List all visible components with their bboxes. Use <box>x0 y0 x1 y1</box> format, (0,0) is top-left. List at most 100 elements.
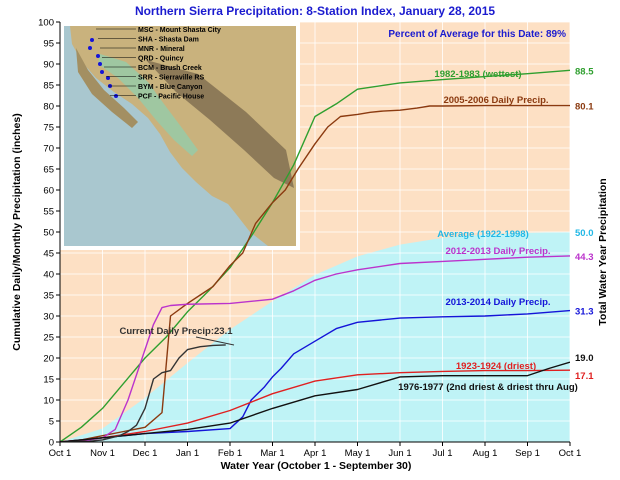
y-tick-label: 55 <box>43 207 54 218</box>
map-legend-entry: SRR - Sierraville RS <box>138 75 204 82</box>
x-tick-label: Aug 1 <box>473 448 498 459</box>
x-tick-label: Mar 1 <box>260 448 284 459</box>
map-station-marker <box>90 38 94 42</box>
station-name: Pacific House <box>158 94 204 101</box>
station-separator: - <box>152 94 158 101</box>
map-legend-entry: BCM - Brush Creek <box>138 65 202 72</box>
y-tick-label: 5 <box>49 417 54 428</box>
map-station-marker <box>106 76 110 80</box>
station-separator: - <box>153 75 159 82</box>
right-axis-label: Total Water Year Precipitation <box>597 178 609 325</box>
station-code: QRD <box>138 56 154 63</box>
y-tick-label: 20 <box>43 354 54 365</box>
station-code: PCF <box>138 94 153 101</box>
map-legend: MSC - Mount Shasta City SHA - Shasta Dam M… <box>96 27 221 101</box>
map-legend-entry: QRD - Quincy <box>138 56 184 63</box>
y-tick-label: 60 <box>43 186 54 197</box>
station-name: Blue Canyon <box>160 84 203 91</box>
series-label: 1982-1983 (wettest) <box>434 69 521 80</box>
station-name: Shasta Dam <box>159 37 199 44</box>
station-name: Brush Creek <box>160 65 202 72</box>
y-axis-label: Cumulative Daily/Monthly Precipitation (… <box>11 113 23 350</box>
station-name: Sierraville RS <box>159 75 204 82</box>
y-tick-label: 85 <box>43 81 54 92</box>
station-separator: - <box>154 84 160 91</box>
y-tick-label: 95 <box>43 39 54 50</box>
chart-title: Northern Sierra Precipitation: 8-Station… <box>135 4 495 18</box>
map-legend-entry: MNR - Mineral <box>138 46 185 53</box>
map-station-marker <box>114 94 118 98</box>
series-label: Current Daily Precip:23.1 <box>120 326 234 337</box>
sierra-highlands <box>146 60 294 188</box>
series-total-value: 19.0 <box>575 353 594 364</box>
station-separator: - <box>154 27 160 34</box>
y-tick-label: 75 <box>43 123 54 134</box>
series-line-5 <box>60 369 570 442</box>
x-tick-label: Nov 1 <box>90 448 115 459</box>
y-tick-label: 50 <box>43 228 54 239</box>
map-station-marker <box>96 54 100 58</box>
y-tick-label: 0 <box>49 438 54 449</box>
percent-of-average-annotation: Percent of Average for this Date: 89% <box>388 29 566 40</box>
station-code: MNR <box>138 46 154 53</box>
central-valley <box>98 54 198 156</box>
station-map-inset: MSC - Mount Shasta City SHA - Shasta Dam M… <box>60 22 300 250</box>
series-label: 2005-2006 Daily Precip. <box>443 95 548 106</box>
map-station-marker <box>88 46 92 50</box>
map-station-marker <box>98 62 102 66</box>
station-separator: - <box>154 65 160 72</box>
y-tick-label: 70 <box>43 144 54 155</box>
x-tick-label: Apr 1 <box>304 448 327 459</box>
station-separator: - <box>153 37 159 44</box>
station-name: Mineral <box>160 46 185 53</box>
series-total-value: 88.5 <box>575 66 594 77</box>
station-name: Mount Shasta City <box>160 27 221 34</box>
y-tick-label: 35 <box>43 291 54 302</box>
series-label: 2012-2013 Daily Precip. <box>445 246 550 257</box>
map-legend-entry: SHA - Shasta Dam <box>138 37 199 44</box>
y-tick-label: 40 <box>43 270 54 281</box>
series-label: Average (1922-1998) <box>437 229 529 240</box>
map-legend-entry: PCF - Pacific House <box>138 94 204 101</box>
station-code: SRR <box>138 75 153 82</box>
x-tick-label: Oct 1 <box>559 448 582 459</box>
x-tick-label: Oct 1 <box>49 448 72 459</box>
x-tick-label: May 1 <box>345 448 371 459</box>
x-tick-label: Sep 1 <box>515 448 540 459</box>
y-tick-label: 90 <box>43 60 54 71</box>
map-legend-entry: BYM - Blue Canyon <box>138 84 203 91</box>
station-code: SHA <box>138 37 153 44</box>
x-tick-label: Jul 1 <box>432 448 452 459</box>
series-line-3 <box>60 255 570 442</box>
current-label-pointer <box>195 336 235 346</box>
series-line-2 <box>60 104 570 442</box>
x-tick-label: Jan 1 <box>176 448 199 459</box>
labels: Average (1922-1998) 50.0 1982-1983 (wettes… <box>120 66 595 393</box>
series-total-value: 44.3 <box>575 252 594 263</box>
y-tick-label: 80 <box>43 102 54 113</box>
series-total-value: 31.3 <box>575 307 594 318</box>
station-separator: - <box>154 46 160 53</box>
x-tick-label: Jun 1 <box>388 448 411 459</box>
x-tick-label: Feb 1 <box>218 448 242 459</box>
y-tick-label: 10 <box>43 396 54 407</box>
series-total-value: 17.1 <box>575 371 594 382</box>
station-code: BYM <box>138 84 154 91</box>
station-code: BCM <box>138 65 154 72</box>
x-axis-label: Water Year (October 1 - September 30) <box>221 460 412 472</box>
map-legend-entry: MSC - Mount Shasta City <box>138 27 221 34</box>
y-tick-label: 30 <box>43 312 54 323</box>
y-tick-label: 45 <box>43 249 54 260</box>
series-label: 1976-1977 (2nd driest & driest thru Aug) <box>398 382 578 393</box>
series-line-7 <box>60 344 226 442</box>
station-name: Quincy <box>160 56 184 63</box>
series-label: 2013-2014 Daily Precip. <box>445 297 550 308</box>
axes: 0 5 10 15 20 25 30 35 40 45 50 55 60 65 70 75 80 85 90 95 10… <box>38 18 581 460</box>
series-total-value: 50.0 <box>575 228 594 239</box>
coast-range <box>76 48 138 128</box>
station-separator: - <box>154 56 160 63</box>
series-label: 1923-1924 (driest) <box>456 361 536 372</box>
series-line-4 <box>60 309 570 442</box>
series-layer <box>60 69 570 442</box>
